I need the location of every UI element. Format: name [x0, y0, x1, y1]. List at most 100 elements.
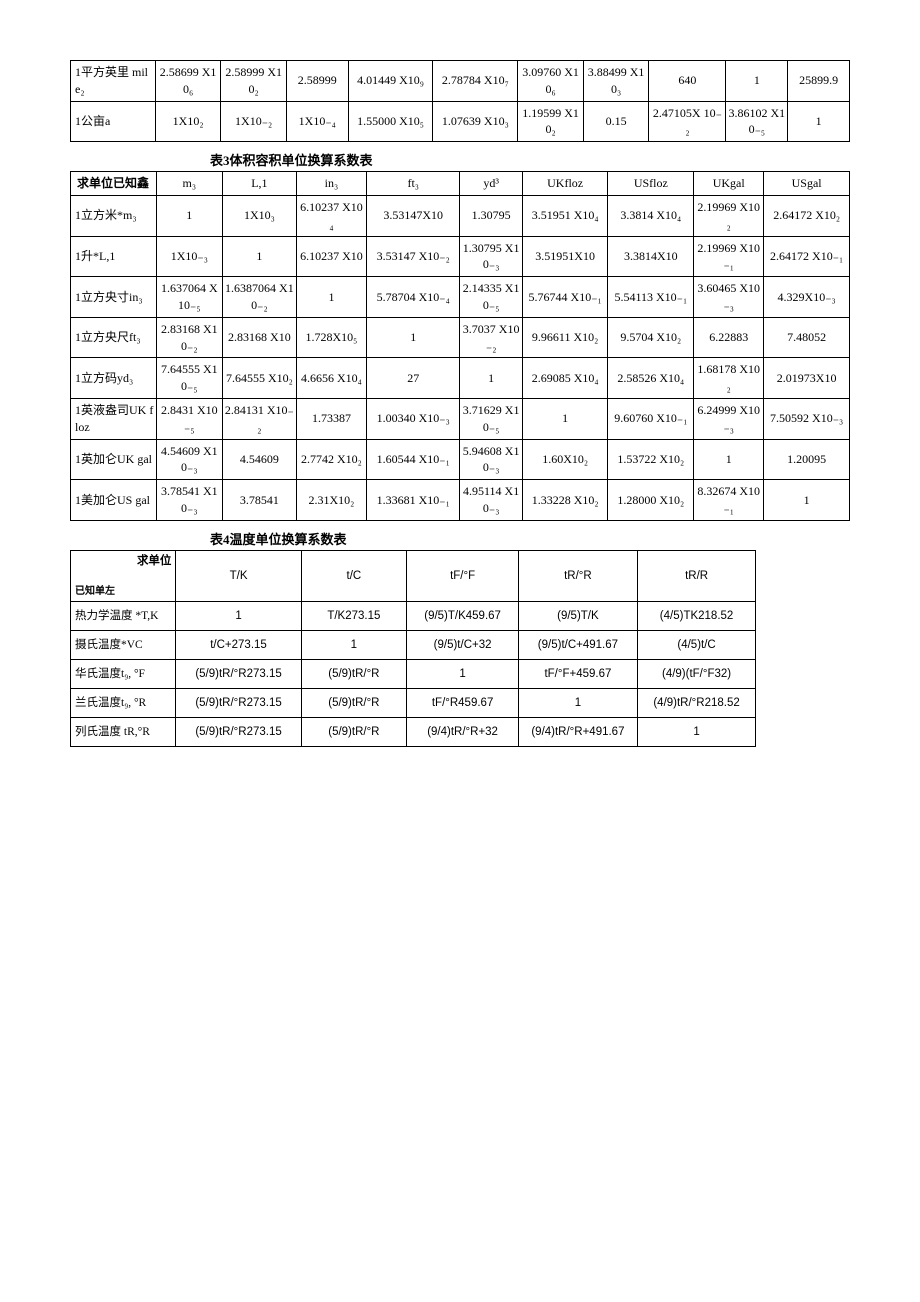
cell: 2.83168 X10₋₂ [156, 317, 222, 358]
table3-header-row: 求单位已知鑫 m₃ L,1 in₃ ft₃ yd³ UKfloz USfloz … [71, 172, 850, 196]
row-label: 兰氏温度t₉, °R [71, 689, 176, 718]
cell: (5/9)tR/°R [301, 689, 406, 718]
cell: 3.88499 X10₃ [583, 61, 649, 102]
cell: (5/9)tR/°R273.15 [176, 659, 301, 688]
row-label: 华氏温度t₉, °F [71, 659, 176, 688]
cell: 3.71629 X10₋₅ [460, 398, 522, 439]
cell: 2.14335 X10₋₅ [460, 277, 522, 318]
cell: 4.95114 X10₋₃ [460, 480, 522, 521]
cell: 1 [296, 277, 366, 318]
col-yd3: yd³ [460, 172, 522, 196]
cell: 1.00340 X10₋₃ [367, 398, 460, 439]
table-row: 1立方央尺ft₃2.83168 X10₋₂2.83168 X101.728X10… [71, 317, 850, 358]
cell: 2.84131 X10₋₂ [222, 398, 296, 439]
volume-table: 求单位已知鑫 m₃ L,1 in₃ ft₃ yd³ UKfloz USfloz … [70, 171, 850, 521]
cell: 1 [407, 659, 519, 688]
cell: 2.58699 X10₆ [155, 61, 221, 102]
cell: 1.6387064 X10₋₂ [222, 277, 296, 318]
cell: T/K273.15 [301, 601, 406, 630]
cell: 1.28000 X10₂ [608, 480, 694, 521]
table-row: 1立方码yd₃7.64555 X10₋₅7.64555 X10₂4.6656 X… [71, 358, 850, 399]
cell: 1 [726, 61, 788, 102]
col-ft3: ft₃ [367, 172, 460, 196]
table-row: 1平方英里 mile₂2.58699 X10₆2.58999 X10₂2.589… [71, 61, 850, 102]
cell: 7.64555 X10₂ [222, 358, 296, 399]
table-row: 列氏温度 tR,°R(5/9)tR/°R273.15(5/9)tR/°R(9/4… [71, 718, 756, 747]
cell: 1X10₋₄ [286, 101, 348, 142]
cell: (9/5)T/K [519, 601, 638, 630]
cell: (9/5)t/C+32 [407, 630, 519, 659]
row-label: 1公亩a [71, 101, 156, 142]
row-label: 1立方央寸in₃ [71, 277, 157, 318]
area-table-body: 1平方英里 mile₂2.58699 X10₆2.58999 X10₂2.589… [71, 61, 850, 142]
cell: 2.47105X 10₋₂ [649, 101, 726, 142]
table-row: 1英加仑UK gal4.54609 X10₋₃4.546092.7742 X10… [71, 439, 850, 480]
row-label: 摄氏温度*VC [71, 630, 176, 659]
cell: 1.19599 X10₂ [518, 101, 584, 142]
cell: 1 [460, 358, 522, 399]
cell: 0.15 [583, 101, 649, 142]
cell: 6.22883 [694, 317, 764, 358]
row-label: 1平方英里 mile₂ [71, 61, 156, 102]
cell: 3.51951 X10₄ [522, 195, 608, 236]
cell: 2.64172 X10₋₁ [764, 236, 850, 277]
cell: (4/5)TK218.52 [637, 601, 756, 630]
cell: 5.54113 X10₋₁ [608, 277, 694, 318]
temperature-table-body: 热力学温度 *T,K1T/K273.15(9/5)T/K459.67(9/5)T… [71, 601, 756, 746]
cell: 1 [694, 439, 764, 480]
cell: 1 [176, 601, 301, 630]
table3-corner: 求单位已知鑫 [71, 172, 157, 196]
cell: tF/°F+459.67 [519, 659, 638, 688]
cell: 2.8431 X10₋₅ [156, 398, 222, 439]
cell: 8.32674 X10₋₁ [694, 480, 764, 521]
cell: 6.10237 X10₄ [296, 195, 366, 236]
table-row: 1立方米*m₃11X10₃6.10237 X10₄3.53147X101.307… [71, 195, 850, 236]
cell: 2.83168 X10 [222, 317, 296, 358]
row-label: 1英液盎司UK floz [71, 398, 157, 439]
cell: 1 [301, 630, 406, 659]
col-ukfloz: UKfloz [522, 172, 608, 196]
table4-corner-top: 求单位 [137, 553, 172, 569]
cell: (5/9)tR/°R273.15 [176, 718, 301, 747]
cell: 1.33681 X10₋₁ [367, 480, 460, 521]
temperature-table: 求单位 已知单左 T/K t/C tF/°F tR/°R tR/R 热力学温度 … [70, 550, 756, 747]
col-tr2: tR/R [637, 550, 756, 601]
cell: 3.78541 X10₋₃ [156, 480, 222, 521]
cell: 1 [156, 195, 222, 236]
cell: (5/9)tR/°R273.15 [176, 689, 301, 718]
row-label: 列氏温度 tR,°R [71, 718, 176, 747]
cell: 4.54609 [222, 439, 296, 480]
cell: 1 [519, 689, 638, 718]
cell: 3.53147X10 [367, 195, 460, 236]
cell: 7.48052 [764, 317, 850, 358]
table-row: 1公亩a1X10₂1X10₋₂1X10₋₄1.55000 X10₅1.07639… [71, 101, 850, 142]
table-row: 兰氏温度t₉, °R(5/9)tR/°R273.15(5/9)tR/°RtF/°… [71, 689, 756, 718]
cell: 3.3814X10 [608, 236, 694, 277]
cell: 3.60465 X10₋₃ [694, 277, 764, 318]
cell: (4/5)t/C [637, 630, 756, 659]
cell: 5.94608 X10₋₃ [460, 439, 522, 480]
cell: 1.30795 X10₋₃ [460, 236, 522, 277]
row-label: 1立方码yd₃ [71, 358, 157, 399]
cell: 4.6656 X10₄ [296, 358, 366, 399]
cell: 1 [788, 101, 850, 142]
cell: (9/4)tR/°R+491.67 [519, 718, 638, 747]
cell: 1.30795 [460, 195, 522, 236]
cell: 5.78704 X10₋₄ [367, 277, 460, 318]
cell: 2.64172 X10₂ [764, 195, 850, 236]
table4-corner: 求单位 已知单左 [71, 550, 176, 601]
cell: 1.68178 X10₂ [694, 358, 764, 399]
cell: 1.60X10₂ [522, 439, 608, 480]
col-usfloz: USfloz [608, 172, 694, 196]
col-tf: tF/°F [407, 550, 519, 601]
table-row: 1英液盎司UK floz2.8431 X10₋₅2.84131 X10₋₂1.7… [71, 398, 850, 439]
cell: 4.01449 X10₉ [348, 61, 433, 102]
col-in3: in₃ [296, 172, 366, 196]
row-label: 1美加仑US gal [71, 480, 157, 521]
cell: 3.86102 X10₋₅ [726, 101, 788, 142]
cell: tF/°R459.67 [407, 689, 519, 718]
cell: 9.96611 X10₂ [522, 317, 608, 358]
table-row: 摄氏温度*VCt/C+273.151(9/5)t/C+32(9/5)t/C+49… [71, 630, 756, 659]
cell: 1.33228 X10₂ [522, 480, 608, 521]
cell: 1.07639 X10₃ [433, 101, 518, 142]
